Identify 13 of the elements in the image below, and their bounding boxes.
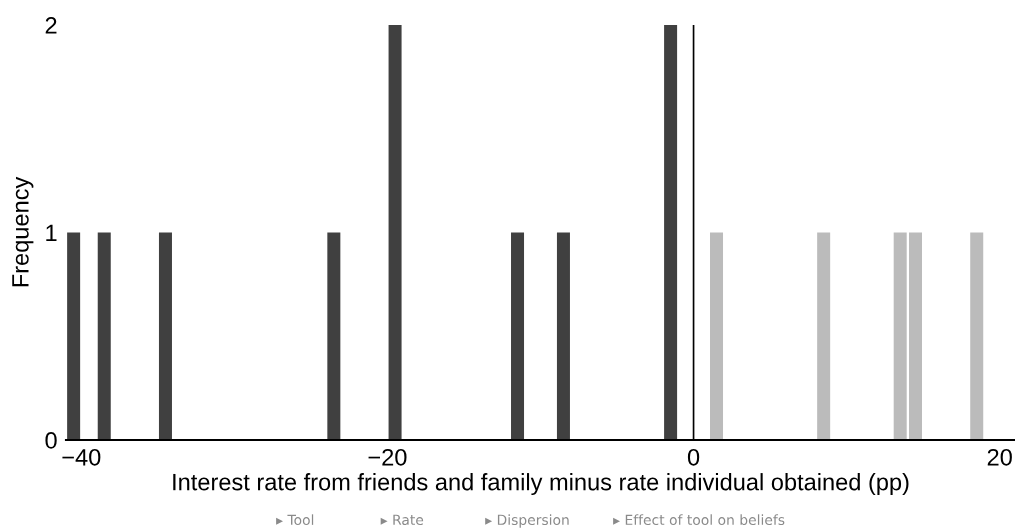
x-tick-label: 20: [987, 448, 1012, 466]
y-tick-label: 1: [46, 224, 57, 242]
x-tick-label: −20: [368, 448, 407, 466]
x-axis-title: Interest rate from friends and family minus rate individual obtained (pp): [173, 473, 909, 496]
y-axis-title: Frequency: [12, 176, 34, 287]
text: ▸ Dispersion: [485, 514, 569, 528]
x-tick-label: 0: [687, 448, 700, 466]
y-tick-label: 2: [45, 17, 57, 34]
text: ▸ Tool: [276, 514, 314, 526]
y-tick-label: 0: [45, 432, 57, 449]
x-tick-label: −40: [62, 448, 101, 466]
text: ▸ Rate: [380, 514, 424, 526]
text: ▸ Effect of tool on beliefs: [613, 514, 785, 526]
